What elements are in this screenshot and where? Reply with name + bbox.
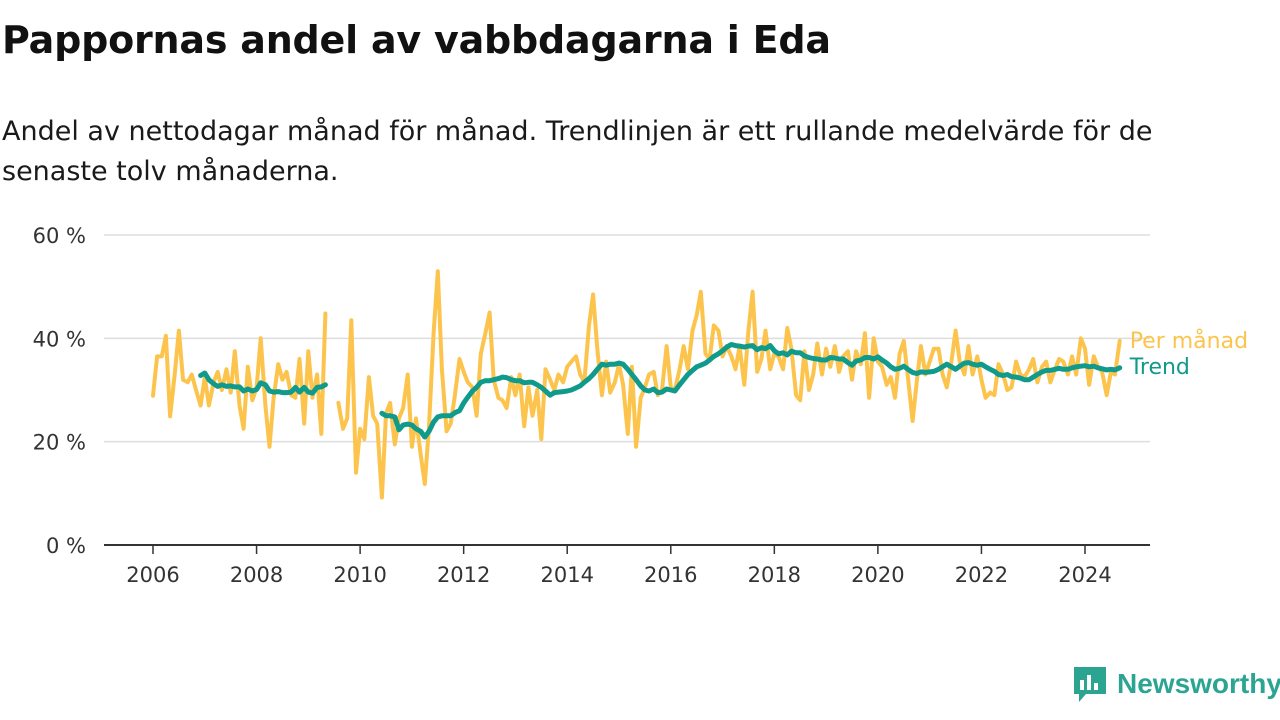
y-tick-label: 40 % xyxy=(33,327,86,351)
y-axis: 0 % 20 % 40 % 60 % xyxy=(33,224,86,558)
x-tick-label: 2006 xyxy=(126,563,179,587)
series-label: Per månad xyxy=(1130,328,1248,354)
series-line-per-manad xyxy=(151,269,1122,500)
x-tick-label: 2012 xyxy=(437,563,490,587)
x-tick-label: 2008 xyxy=(230,563,283,587)
y-tick-label: 0 % xyxy=(46,534,86,558)
x-tick-label: 2018 xyxy=(748,563,801,587)
newsworthy-logo-icon xyxy=(1074,667,1106,702)
series-line-trend xyxy=(198,342,1123,440)
chart-subtitle: Andel av nettodagar månad för månad. Tre… xyxy=(2,116,1153,187)
gridlines xyxy=(104,234,1150,443)
x-tick-label: 2022 xyxy=(955,563,1008,587)
series-label: Trend xyxy=(1129,355,1190,380)
x-tick-label: 2016 xyxy=(644,563,697,587)
x-tick-label: 2010 xyxy=(333,563,386,587)
chart-title: Pappornas andel av vabbdagarna i Eda xyxy=(2,18,831,62)
y-tick-label: 20 % xyxy=(33,431,86,455)
x-tick-label: 2020 xyxy=(851,563,904,587)
x-axis: 2006 2008 2010 2012 2014 2016 2018 2020 2022 2024 xyxy=(104,544,1150,587)
x-tick-label: 2014 xyxy=(540,563,593,587)
brand-name: Newsworthy xyxy=(1117,668,1280,699)
newsworthy-brand[interactable]: Newsworthy xyxy=(1072,664,1280,704)
y-tick-label: 60 % xyxy=(33,224,86,248)
x-tick-label: 2024 xyxy=(1058,563,1111,587)
series-lines xyxy=(151,269,1123,500)
